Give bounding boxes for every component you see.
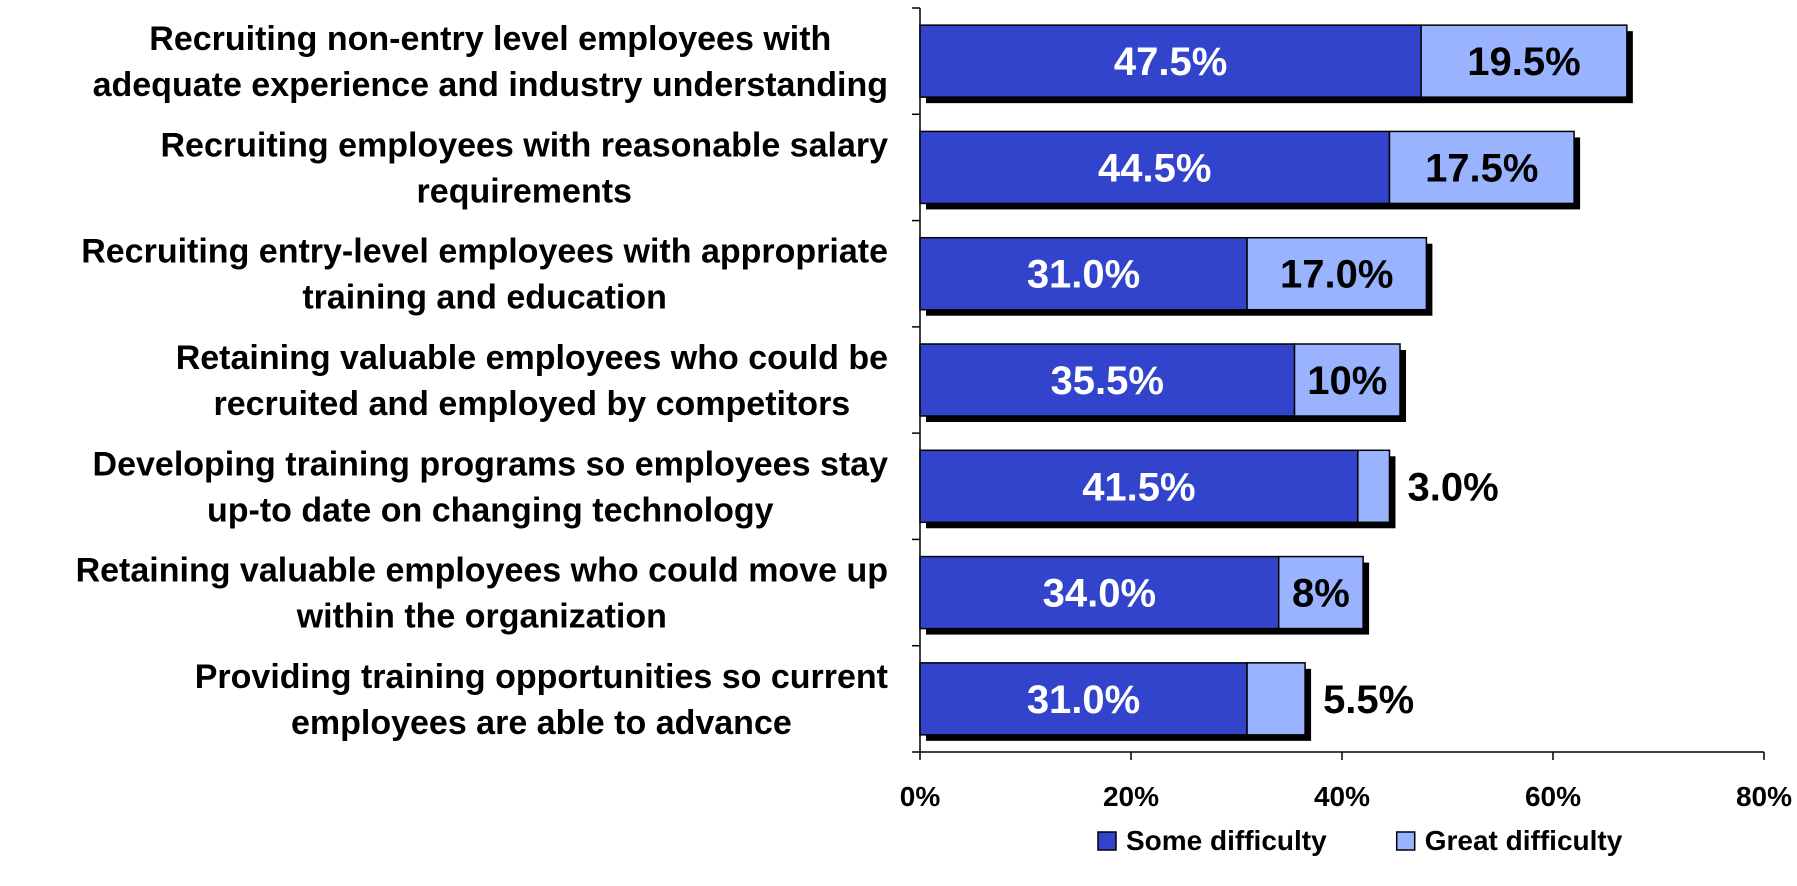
category-label-line: adequate experience and industry underst… <box>93 66 888 104</box>
data-label-great-difficulty: 3.0% <box>1407 465 1498 509</box>
x-tick-label: 0% <box>900 781 941 812</box>
data-label-some-difficulty: 47.5% <box>1114 40 1227 84</box>
legend-swatch <box>1097 831 1117 851</box>
category-label: Retaining valuable employees who could b… <box>176 339 888 423</box>
bars <box>919 24 1633 741</box>
category-label-line: Recruiting employees with reasonable sal… <box>161 126 889 164</box>
data-label-great-difficulty: 5.5% <box>1323 678 1414 722</box>
bar-great-difficulty <box>1246 662 1306 736</box>
category-label-text: Providing training opportunities so curr… <box>195 658 888 742</box>
category-label-line: Providing training opportunities so curr… <box>195 658 888 696</box>
data-label-great-difficulty: 19.5% <box>1467 40 1580 84</box>
data-label-some-difficulty: 34.0% <box>1043 572 1156 616</box>
category-label-text: Retaining valuable employees who could m… <box>76 552 888 636</box>
bar-great-difficulty <box>1293 343 1401 417</box>
x-tick-label: 20% <box>1103 781 1159 812</box>
data-label-great-difficulty: 17.0% <box>1280 253 1393 297</box>
category-label-line: up-to date on changing technology <box>207 491 774 529</box>
bar-some-difficulty <box>919 662 1248 736</box>
bar-some-difficulty <box>919 555 1280 630</box>
x-tick-label: 40% <box>1314 781 1370 812</box>
legend-swatch <box>1395 831 1416 851</box>
category-label-line: requirements <box>417 172 632 210</box>
bar-great-difficulty <box>1277 555 1364 630</box>
category-label-text: Retaining valuable employees who could b… <box>176 339 888 423</box>
category-label-text: Recruiting entry-level employees with ap… <box>81 233 888 317</box>
bar-some-difficulty <box>919 24 1422 98</box>
category-label-text: Recruiting non-entry level employees wit… <box>93 20 888 104</box>
category-label-line: employees are able to advance <box>291 704 792 742</box>
category-label-text: Recruiting employees with reasonable sal… <box>161 126 889 210</box>
category-label-line: Recruiting entry-level employees with ap… <box>81 233 888 271</box>
category-label-line: Retaining valuable employees who could b… <box>176 339 888 377</box>
data-label-some-difficulty: 31.0% <box>1027 678 1140 722</box>
legend-label: Some difficulty <box>1126 825 1327 856</box>
category-labels: Recruiting non-entry level employees wit… <box>76 20 888 742</box>
x-tick-label: 60% <box>1525 781 1581 812</box>
data-label-some-difficulty: 35.5% <box>1051 359 1164 403</box>
category-label-line: recruited and employed by competitors <box>214 385 851 423</box>
data-label-great-difficulty: 10% <box>1307 359 1387 403</box>
category-label: Providing training opportunities so curr… <box>195 658 888 742</box>
value-labels: 47.5% 19.5% 44.5% 17.5% 31.0% 17.0% 35.5% 10% 41… <box>1027 40 1581 722</box>
category-label-line: Retaining valuable employees who could m… <box>76 552 888 590</box>
category-label-line: within the organization <box>296 598 667 636</box>
data-label-some-difficulty: 44.5% <box>1098 146 1211 190</box>
data-label-some-difficulty: 41.5% <box>1082 465 1195 509</box>
category-label-line: Developing training programs so employee… <box>93 445 889 483</box>
legend-item: Great difficulty <box>1395 825 1623 856</box>
category-label-line: training and education <box>302 279 667 317</box>
category-label: Recruiting entry-level employees with ap… <box>81 233 888 317</box>
bar-great-difficulty <box>1420 24 1628 98</box>
data-label-great-difficulty: 17.5% <box>1425 146 1538 190</box>
category-label: Retaining valuable employees who could m… <box>76 552 888 636</box>
category-label: Recruiting employees with reasonable sal… <box>161 126 889 210</box>
legend: Some difficulty Great difficulty <box>1097 825 1623 856</box>
category-label: Developing training programs so employee… <box>93 445 889 529</box>
bar-some-difficulty <box>919 130 1391 205</box>
legend-item: Some difficulty <box>1097 825 1327 856</box>
bar-great-difficulty <box>1357 449 1391 524</box>
x-tick-label: 80% <box>1736 781 1792 812</box>
bar-great-difficulty <box>1246 236 1428 311</box>
category-label-text: Developing training programs so employee… <box>93 445 889 529</box>
data-label-great-difficulty: 8% <box>1292 572 1350 616</box>
data-label-some-difficulty: 31.0% <box>1027 253 1140 297</box>
category-label-line: Recruiting non-entry level employees wit… <box>149 20 831 58</box>
x-tick-labels: 0% 20% 40% 60% 80% <box>900 781 1792 812</box>
bar-some-difficulty <box>919 343 1296 417</box>
legend-label: Great difficulty <box>1425 825 1623 856</box>
bar-great-difficulty <box>1388 130 1575 205</box>
category-label: Recruiting non-entry level employees wit… <box>93 20 888 104</box>
